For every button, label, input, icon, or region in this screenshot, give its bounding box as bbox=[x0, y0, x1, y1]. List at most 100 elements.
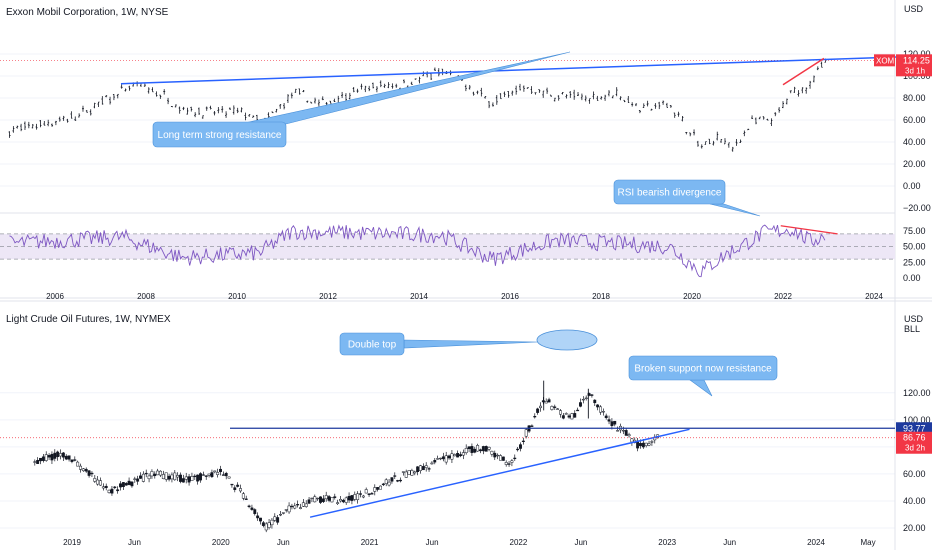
candle-down bbox=[341, 499, 345, 503]
top-time-label: 2016 bbox=[501, 292, 519, 301]
top-chart-title: Exxon Mobil Corporation, 1W, NYSE bbox=[6, 7, 169, 18]
candle-down bbox=[579, 402, 582, 407]
bottom-time-label: 2019 bbox=[63, 538, 81, 547]
candle-down bbox=[567, 415, 571, 418]
candle-down bbox=[576, 409, 580, 412]
candle-up bbox=[273, 516, 277, 521]
rsi-tick: 75.00 bbox=[903, 226, 926, 236]
candle-down bbox=[416, 466, 420, 472]
candle-down bbox=[64, 455, 68, 460]
candle-up bbox=[644, 442, 648, 446]
crude-countdown: 3d 2h bbox=[905, 444, 925, 453]
top-price-tick: 20.00 bbox=[903, 159, 926, 169]
candle-up bbox=[499, 455, 502, 461]
resistance-callout-box bbox=[152, 121, 287, 148]
bottom-time-label: 2023 bbox=[658, 538, 676, 547]
crude-last-price: 86.76 bbox=[903, 433, 926, 443]
crude-candles bbox=[33, 380, 660, 533]
candle-up bbox=[601, 411, 605, 413]
candle-down bbox=[256, 515, 260, 519]
candle-down bbox=[199, 473, 202, 481]
candle-down bbox=[104, 485, 108, 489]
broken-support-callout-box bbox=[628, 355, 778, 381]
candle-up bbox=[510, 460, 514, 463]
candle-down bbox=[53, 452, 57, 459]
candle-up bbox=[413, 471, 417, 474]
candle-down bbox=[347, 496, 351, 501]
candle-up bbox=[647, 443, 651, 446]
candle-up bbox=[156, 470, 160, 476]
candle-up bbox=[301, 502, 305, 507]
candle-down bbox=[641, 442, 645, 448]
candle-up bbox=[241, 493, 245, 499]
candle-down bbox=[116, 489, 120, 492]
candle-up bbox=[544, 401, 548, 404]
resistance-callout-pointer bbox=[239, 51, 571, 125]
candle-up bbox=[430, 462, 434, 465]
candle-down bbox=[67, 455, 71, 460]
candle-down bbox=[36, 460, 40, 464]
candle-down bbox=[393, 475, 397, 477]
candle-up bbox=[621, 430, 625, 432]
candle-down bbox=[70, 459, 74, 462]
candle-up bbox=[147, 475, 151, 480]
rsi-pane bbox=[0, 224, 895, 278]
candle-up bbox=[99, 480, 102, 486]
candle-down bbox=[459, 454, 462, 457]
candle-up bbox=[299, 507, 302, 509]
candle-up bbox=[353, 494, 357, 500]
candle-up bbox=[599, 406, 602, 413]
bottom-time-label: Jun bbox=[277, 538, 290, 547]
rsi-tick: 50.00 bbox=[903, 242, 926, 252]
candle-up bbox=[356, 493, 360, 500]
candle-up bbox=[387, 481, 391, 486]
bottom-currency-label: USD bbox=[904, 314, 924, 324]
rsi-callout-pointer bbox=[709, 203, 761, 217]
double-top-ellipse bbox=[536, 329, 598, 351]
candle-down bbox=[250, 507, 254, 510]
candle-up bbox=[159, 470, 162, 476]
candle-up bbox=[401, 471, 405, 473]
candle-up bbox=[281, 512, 285, 514]
top-time-label: 2024 bbox=[865, 292, 883, 301]
candle-down bbox=[421, 466, 425, 471]
candle-up bbox=[190, 476, 194, 481]
candle-down bbox=[196, 474, 200, 482]
candle-up bbox=[76, 461, 80, 467]
candle-up bbox=[201, 474, 205, 476]
candle-up bbox=[490, 450, 494, 455]
candle-down bbox=[136, 478, 140, 482]
candle-down bbox=[224, 472, 228, 477]
candle-up bbox=[213, 470, 217, 473]
candle-up bbox=[404, 471, 408, 478]
candle-up bbox=[176, 475, 180, 478]
candle-down bbox=[193, 475, 197, 478]
candle-up bbox=[487, 446, 491, 450]
candle-down bbox=[381, 483, 385, 486]
candle-up bbox=[373, 487, 377, 492]
candle-down bbox=[261, 522, 265, 526]
top-time-label: 2008 bbox=[137, 292, 155, 301]
rising-support-trendline bbox=[309, 428, 690, 518]
callouts: Long term strong resistance RSI bearish d… bbox=[152, 51, 778, 397]
candle-up bbox=[324, 495, 328, 500]
top-price-tick: 120.00 bbox=[903, 49, 931, 59]
candle-down bbox=[573, 413, 577, 418]
candle-up bbox=[630, 438, 634, 443]
candle-down bbox=[230, 483, 234, 486]
candle-up bbox=[424, 465, 428, 468]
candle-up bbox=[81, 468, 85, 472]
axes: 120.00 100.00 80.00 60.00 40.00 20.00 0.00 −20.… bbox=[46, 49, 932, 547]
candle-down bbox=[533, 415, 537, 418]
candle-up bbox=[59, 453, 62, 457]
candle-down bbox=[307, 499, 311, 504]
bottom-time-label: Jun bbox=[128, 538, 141, 547]
bottom-price-tick: 20.00 bbox=[903, 523, 926, 533]
candle-down bbox=[247, 505, 251, 507]
candle-down bbox=[327, 496, 331, 501]
candle-down bbox=[507, 463, 511, 465]
candle-up bbox=[316, 497, 320, 500]
candle-down bbox=[433, 460, 437, 463]
bottom-price-tick: 60.00 bbox=[903, 469, 926, 479]
